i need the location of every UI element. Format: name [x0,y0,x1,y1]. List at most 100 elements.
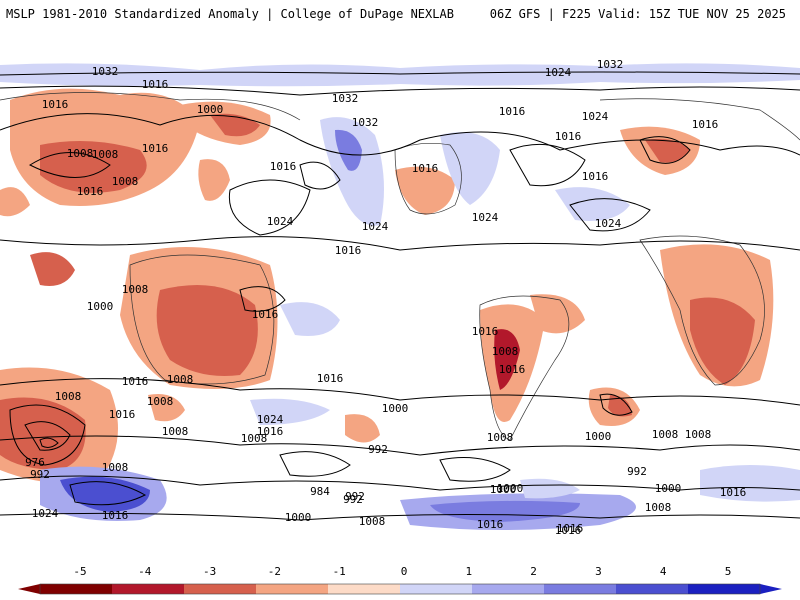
colorbar-tick-label: -4 [138,565,152,578]
isobar-label: 1032 [352,116,379,129]
colorbar-left-arrow [18,584,40,594]
isobar-label: 1008 [147,395,174,408]
isobar-label: 1008 [492,345,519,358]
isobar-label: 1024 [257,413,284,426]
colorbar-swatches [18,583,782,595]
isobar-label: 1016 [412,162,439,175]
isobar-label: 1016 [335,244,362,257]
isobar-label: 1008 [162,425,189,438]
isobar-label: 1016 [77,185,104,198]
isobar-label: 1008 [487,431,514,444]
isobar-label: 1000 [490,483,517,496]
isobar-label: 1016 [122,375,149,388]
isobar-label: 1008 [55,390,82,403]
isobar-label: 1016 [270,160,297,173]
isobar-label: 1016 [317,372,344,385]
isobar-label: 992 [368,443,388,456]
isobar-label: 1008 [112,175,139,188]
isobar-label: 1000 [285,511,312,524]
isobar-label: 1016 [555,130,582,143]
isobar-label: 984 [310,485,330,498]
positive-anomaly-shading [0,63,800,530]
isobars [0,71,800,521]
colorbar: -5 -4 -3 -2 -1 0 1 2 3 4 5 [18,565,782,595]
isobar-label: 1008 [359,515,386,528]
isobar-label: 992 [627,465,647,478]
colorbar-tick-label: -1 [333,565,346,578]
isobar-label: 1000 [87,300,114,313]
model-valid-time: 06Z GFS | F225 Valid: 15Z TUE NOV 25 202… [489,7,786,21]
colorbar-tick-label: -5 [73,565,86,578]
colorbar-tick-label: -2 [268,565,281,578]
isobar-label: 1016 [499,363,526,376]
isobar-label: 1016 [252,308,279,321]
colorbar-tick-label: 3 [595,565,602,578]
isobar-label: 1016 [692,118,719,131]
isobar-label: 1016 [109,408,136,421]
isobar-label: 1016 [720,486,747,499]
header: MSLP 1981-2010 Standardized Anomaly | Co… [0,0,800,40]
isobar-label: 1016 [42,98,69,111]
isobar-label: 1008 [67,147,94,160]
isobar-label: 992 [343,493,363,506]
isobar-label: 1008 [122,283,149,296]
isobar-label: 1024 [545,66,572,79]
map-title: MSLP 1981-2010 Standardized Anomaly | Co… [6,7,454,21]
isobar-label: 1008 [92,148,119,161]
isobar-label: 1000 [197,103,224,116]
isobar-label: 1016 [499,105,526,118]
isobar-label: 1024 [362,220,389,233]
isobar-label: 1000 [585,430,612,443]
isobar-label: 1024 [595,217,622,230]
coastlines [0,92,800,441]
isobar-label: 1000 [655,482,682,495]
isobar-label: 1008 [241,432,268,445]
isobar-label: 1000 [382,402,409,415]
isobar-label: 1016 [102,509,129,522]
colorbar-ticks: -5 -4 -3 -2 -1 0 1 2 3 4 5 [73,565,731,578]
colorbar-swatch [112,584,185,594]
isobar-label: 1024 [582,110,609,123]
isobar-label: 1032 [597,58,624,71]
colorbar-swatch [544,584,617,594]
isobar-label: 1016 [582,170,609,183]
colorbar-tick-label: 0 [401,565,408,578]
isobar-label: 1016 [557,522,584,535]
isobar-label: 1032 [92,65,119,78]
isobar-label: 1016 [142,78,169,91]
colorbar-tick-label: 1 [465,565,472,578]
colorbar-tick-label: 5 [725,565,732,578]
colorbar-right-arrow [760,584,782,594]
colorbar-tick-label: 2 [530,565,537,578]
isobar-label: 1000 [497,482,524,495]
colorbar-swatch [688,584,761,594]
isobar-label: 1008 [102,461,129,474]
isobar-label: 1016 [257,425,284,438]
colorbar-swatch [40,584,113,594]
colorbar-tick-label: 4 [660,565,667,578]
isobar-label: 1008 [645,501,672,514]
negative-anomaly-shading [0,88,774,484]
colorbar-swatch [616,584,689,594]
colorbar-swatch [256,584,329,594]
isobar-label: 1008 [167,373,194,386]
isobar-label: 1032 [332,92,359,105]
colorbar-outline [39,583,761,595]
colorbar-swatch [328,584,401,594]
colorbar-swatch [472,584,545,594]
colorbar-swatch [400,584,473,594]
isobar-label: 1016 [477,518,504,531]
isobar-label: 1024 [267,215,294,228]
colorbar-swatch [184,584,257,594]
isobar-label: 1008 [652,428,679,441]
isobar-label: 1024 [472,211,499,224]
isobar-label: 992 [345,490,365,503]
isobar-label: 1016 [142,142,169,155]
isobar-label: 1024 [32,507,59,520]
isobar-label: 1016 [472,325,499,338]
isobar-label: 976 [25,456,45,469]
isobar-label: 1016 [555,524,582,537]
colorbar-tick-label: -3 [203,565,216,578]
